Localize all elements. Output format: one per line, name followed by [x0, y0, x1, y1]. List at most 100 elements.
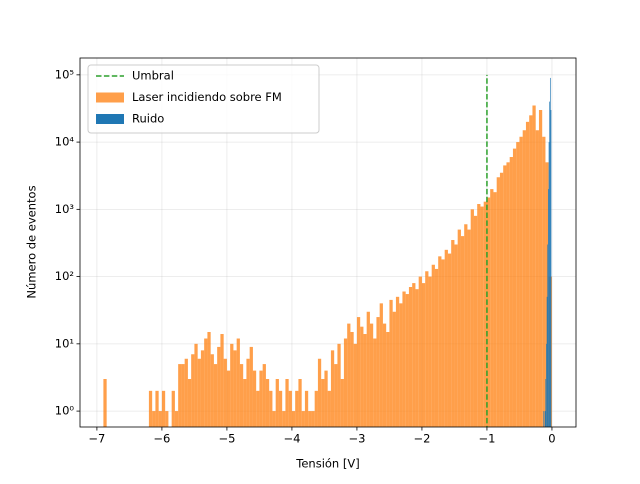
y-tick-label: 10⁴ [55, 135, 75, 149]
bar [542, 136, 546, 427]
y-tick-label: 10¹ [55, 336, 74, 350]
bar [324, 370, 328, 427]
bar [546, 343, 547, 427]
bar [438, 256, 442, 427]
bar [415, 289, 419, 427]
bar [158, 411, 162, 427]
bar [226, 370, 231, 427]
bar [496, 177, 500, 427]
bar [239, 364, 244, 427]
axes-frame [79, 57, 577, 428]
bar [337, 343, 341, 427]
bar [428, 276, 432, 427]
bar [181, 364, 185, 427]
bar [418, 276, 422, 427]
bar [421, 283, 426, 427]
bar [545, 162, 549, 427]
bar [386, 331, 390, 427]
bar [549, 101, 550, 427]
bar [340, 379, 344, 427]
bar [334, 364, 338, 427]
bar [278, 390, 283, 427]
bar [454, 244, 458, 427]
y-axis-label: Número de eventos [25, 185, 39, 298]
bar [321, 379, 325, 427]
y-tick-label: 10⁰ [55, 404, 75, 418]
bar [379, 303, 383, 427]
bar [486, 197, 491, 427]
bar [249, 346, 253, 427]
bar [473, 215, 478, 427]
bar [467, 229, 471, 427]
bar [444, 249, 448, 427]
bar [395, 296, 400, 427]
bar [425, 271, 429, 427]
bar [197, 358, 201, 427]
bar [165, 411, 169, 427]
bar [272, 411, 276, 427]
bar [233, 350, 237, 427]
bar [529, 115, 533, 427]
bar [548, 189, 549, 427]
bar [171, 390, 175, 427]
bar [161, 390, 166, 427]
bar [544, 411, 546, 427]
bar [408, 287, 413, 427]
bar [217, 346, 221, 427]
bar [155, 390, 159, 427]
bar [291, 411, 296, 427]
bar [308, 411, 312, 427]
bar [259, 370, 263, 427]
bar [549, 77, 551, 427]
legend-label: Ruido [132, 112, 164, 126]
bar [363, 334, 367, 427]
bar [499, 172, 504, 427]
bar [519, 136, 523, 427]
bar [311, 411, 315, 427]
legend-label: Umbral [132, 69, 174, 83]
bar [493, 192, 497, 427]
bar [178, 364, 182, 427]
bar [399, 303, 403, 427]
bar [304, 390, 309, 427]
x-tick-label: −3 [348, 432, 365, 446]
bar [288, 390, 292, 427]
bar [460, 236, 465, 427]
bar [187, 379, 192, 427]
x-tick-label: 0 [548, 432, 555, 446]
legend-label: Laser incidiendo sobre FM [132, 90, 282, 104]
bar [243, 379, 247, 427]
bar [330, 350, 335, 427]
y-tick-label: 10² [55, 269, 74, 283]
bar [191, 354, 195, 427]
bar [282, 411, 286, 427]
bar [550, 110, 552, 427]
bar [447, 253, 452, 427]
bar [220, 334, 224, 427]
bar [223, 358, 227, 427]
bar [148, 390, 153, 427]
bar [477, 204, 481, 427]
bar [213, 364, 218, 427]
bar [516, 142, 520, 427]
bar [200, 350, 205, 427]
bar [103, 379, 107, 427]
y-tick-label: 10³ [55, 202, 75, 216]
bar [546, 296, 548, 427]
bar [347, 323, 351, 427]
bar [204, 338, 208, 427]
bar [327, 390, 331, 427]
x-tick-label: −7 [88, 432, 105, 446]
bar [405, 294, 409, 427]
bar [252, 370, 257, 427]
bar [353, 343, 357, 427]
x-axis-label: Tensión [V] [295, 457, 359, 471]
bar [301, 411, 305, 427]
bar [210, 354, 214, 427]
bar [275, 379, 279, 427]
bar [184, 358, 188, 427]
y-tick-label: 10⁵ [55, 67, 75, 81]
x-tick-label: −1 [478, 432, 495, 446]
bar [402, 291, 406, 427]
bar [457, 229, 461, 427]
